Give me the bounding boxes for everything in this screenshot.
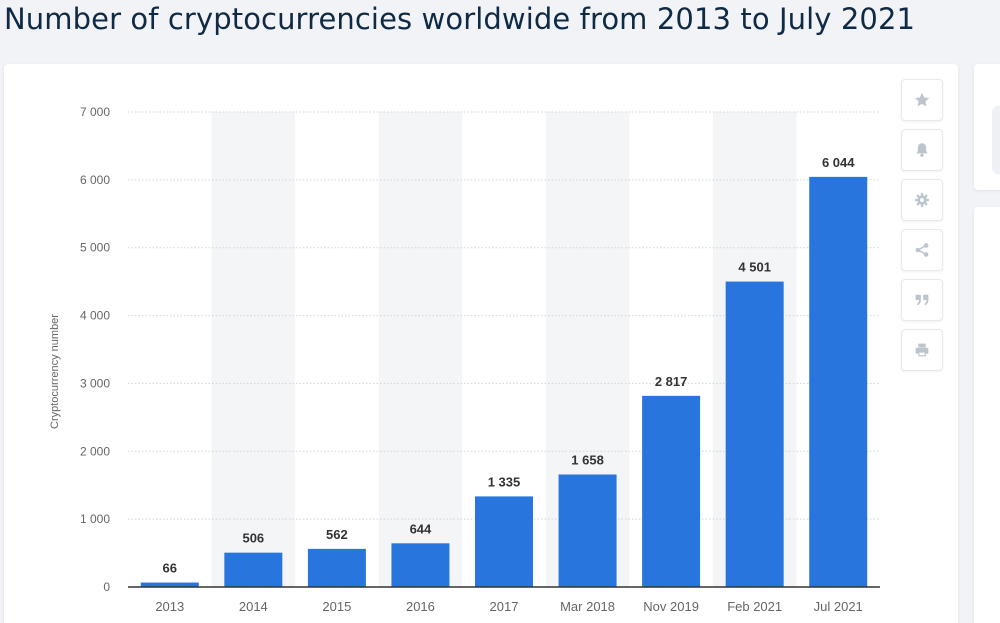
column-band (378, 112, 463, 587)
bar (140, 582, 199, 587)
page-title: Number of cryptocurrencies worldwide fro… (4, 2, 916, 36)
x-tick-label: 2016 (406, 599, 435, 614)
x-tick-label: Feb 2021 (727, 599, 782, 614)
bar-value-label: 644 (410, 521, 432, 536)
bar-value-label: 562 (326, 527, 348, 542)
bar-value-label: 4 501 (738, 260, 771, 275)
gear-icon (914, 192, 930, 208)
bar (307, 548, 366, 587)
share-button[interactable] (901, 229, 943, 271)
bar-value-label: 1 335 (488, 474, 521, 489)
y-axis-title: Cryptocurrency number (49, 314, 61, 429)
side-panel-top (974, 64, 1000, 190)
bar (642, 395, 701, 587)
bar-value-label: 506 (242, 531, 264, 546)
bar-value-label: 1 658 (571, 452, 604, 467)
quote-icon (915, 294, 929, 306)
y-tick-label: 0 (103, 580, 110, 594)
bar (224, 552, 283, 587)
column-band (211, 112, 296, 587)
bar (725, 281, 784, 587)
x-tick-label: 2013 (155, 599, 184, 614)
star-icon (914, 92, 930, 107)
cite-button[interactable] (901, 279, 943, 321)
settings-button[interactable] (901, 179, 943, 221)
chart-card: 0 1 000 2 000 3 000 4 000 5 000 6 000 7 000 Cryp… (4, 64, 958, 623)
x-tick-label: Mar 2018 (560, 599, 615, 614)
y-tick-label: 4 000 (80, 309, 110, 323)
x-tick-label: Jul 2021 (814, 599, 863, 614)
favorite-button[interactable] (901, 79, 943, 121)
print-icon (915, 343, 929, 357)
bar (391, 543, 450, 587)
bell-icon (916, 143, 928, 157)
x-tick-label: Nov 2019 (643, 599, 699, 614)
x-tick-label: 2014 (239, 599, 268, 614)
bar-value-label: 2 817 (655, 374, 688, 389)
bar-value-label: 66 (163, 561, 177, 576)
y-tick-label: 5 000 (80, 241, 110, 255)
side-panel-bottom (974, 207, 1000, 623)
bar (475, 496, 533, 587)
bar (558, 474, 617, 587)
notification-button[interactable] (901, 129, 943, 171)
side-panel-button[interactable] (992, 106, 1000, 174)
x-tick-label: 2015 (322, 599, 351, 614)
bar-chart: 0 1 000 2 000 3 000 4 000 5 000 6 000 7 000 Cryp… (49, 105, 880, 614)
y-tick-label: 2 000 (80, 444, 110, 458)
y-tick-label: 3 000 (80, 376, 110, 390)
bar-value-label: 6 044 (822, 155, 855, 170)
print-button[interactable] (901, 329, 943, 371)
bar (809, 176, 868, 587)
y-tick-label: 6 000 (80, 173, 110, 187)
share-icon (915, 243, 929, 257)
y-tick-label: 7 000 (80, 105, 110, 119)
y-tick-label: 1 000 (80, 512, 110, 526)
x-tick-label: 2017 (490, 599, 519, 614)
